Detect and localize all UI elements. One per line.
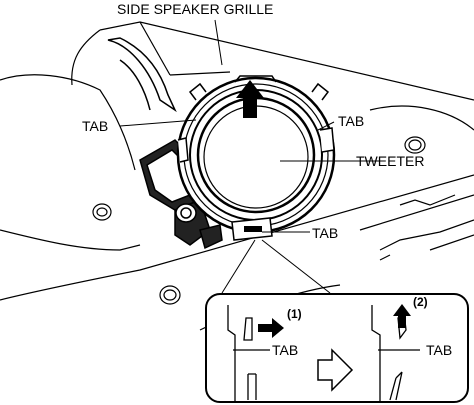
bracket-part	[107, 37, 177, 113]
tab-bottom-label: TAB	[312, 225, 338, 241]
step-2-tab-label: TAB	[426, 342, 452, 358]
leader-lines	[119, 19, 380, 294]
step-1-tab-label: TAB	[272, 342, 298, 358]
tweeter-assembly	[176, 75, 336, 241]
screw-bottom	[159, 285, 181, 305]
screw-left	[92, 203, 112, 221]
lift-up-arrow-icon	[393, 304, 411, 328]
detail-step-1	[227, 305, 270, 402]
tab-left-label: TAB	[82, 118, 108, 134]
tab-right-label: TAB	[338, 113, 364, 129]
push-right-arrow-icon	[258, 318, 284, 338]
step-1-number: (1)	[287, 307, 302, 321]
screw-top-right	[404, 136, 426, 154]
tweeter-label: TWEETER	[356, 153, 424, 169]
pull-up-arrow	[236, 80, 264, 118]
step-2-number: (2)	[413, 295, 428, 309]
side-speaker-grille-label: SIDE SPEAKER GRILLE	[117, 1, 273, 17]
detail-inset: (1) TAB (2) TAB	[205, 293, 469, 403]
next-step-arrow-icon	[317, 348, 354, 392]
